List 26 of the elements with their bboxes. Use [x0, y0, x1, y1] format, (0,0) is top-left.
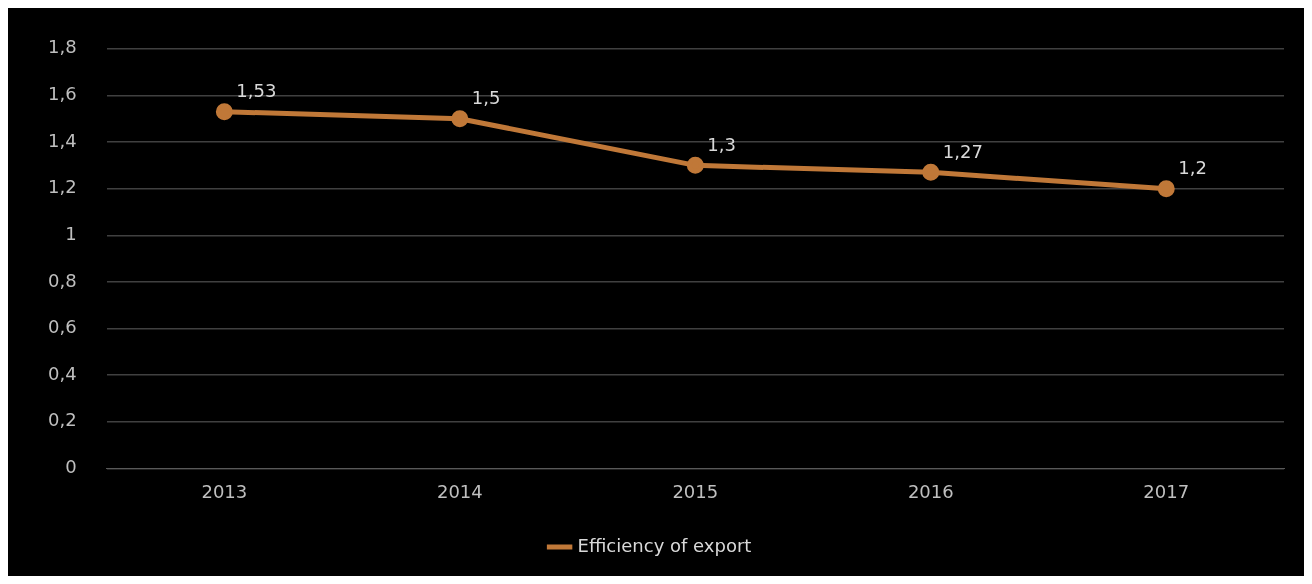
x-tick-label: 2015 — [672, 480, 719, 502]
point — [922, 163, 940, 181]
x-tick-label: 2013 — [201, 480, 248, 502]
y-tick-label: 1,6 — [47, 83, 77, 105]
y-tick-label: 1,4 — [47, 129, 77, 151]
y-tick-label: 0,2 — [47, 409, 77, 431]
y-tick-label: 0,8 — [47, 269, 77, 291]
data-label: 1,3 — [707, 134, 736, 156]
point — [686, 156, 704, 174]
y-tick-label: 1,2 — [47, 176, 77, 198]
legend-label: Efficiency of export — [577, 534, 752, 556]
x-tick-label: 2016 — [907, 480, 954, 502]
y-tick-label: 0 — [65, 456, 77, 478]
data-label: 1,53 — [236, 80, 277, 102]
point — [1157, 180, 1175, 198]
data-label: 1,2 — [1178, 157, 1207, 179]
data-label: 1,27 — [942, 141, 983, 163]
y-tick-label: 0,6 — [47, 316, 77, 338]
y-tick-label: 0,4 — [47, 362, 77, 384]
point — [451, 110, 469, 128]
x-tick-label: 2017 — [1143, 480, 1190, 502]
data-label: 1,5 — [471, 87, 501, 109]
y-tick-label: 1,8 — [47, 36, 77, 58]
y-tick-label: 1 — [65, 222, 77, 244]
point — [215, 103, 233, 121]
x-tick-label: 2014 — [436, 480, 483, 502]
